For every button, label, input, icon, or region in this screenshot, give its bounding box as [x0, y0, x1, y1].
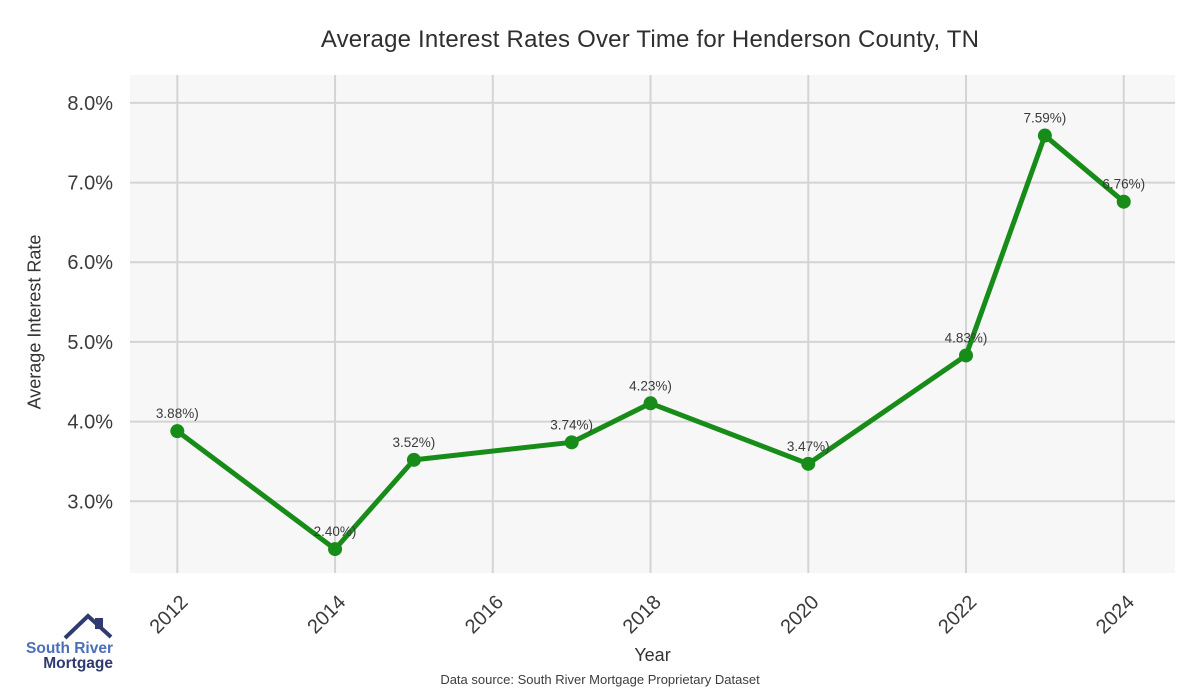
chart-title: Average Interest Rates Over Time for Hen…: [320, 26, 980, 53]
house-roof-icon: [63, 613, 113, 640]
y-tick-label: 8.0%: [67, 93, 113, 115]
y-tick-label: 4.0%: [67, 412, 113, 434]
x-tick-label: 2022: [934, 591, 981, 638]
data-point: [328, 542, 343, 557]
x-tick-label: 2014: [303, 591, 350, 638]
data-point-label: 4.23%): [629, 378, 672, 393]
data-point: [564, 435, 579, 450]
data-point: [170, 424, 185, 439]
data-source-note: Data source: South River Mortgage Propri…: [440, 672, 760, 687]
x-tick-label: 2018: [619, 591, 666, 638]
y-tick-label: 3.0%: [67, 491, 113, 513]
plot-area: [130, 75, 1175, 573]
y-tick-label: 6.0%: [67, 252, 113, 274]
data-point-label: 4.83%): [945, 330, 988, 345]
data-point-label: 3.47%): [787, 439, 830, 454]
data-point: [1116, 194, 1131, 209]
data-point-label: 3.52%): [393, 435, 436, 450]
data-point: [643, 396, 658, 411]
data-point: [1037, 128, 1052, 143]
x-tick-label: 2016: [461, 591, 508, 638]
data-point-label: 7.59%): [1023, 111, 1066, 126]
data-point-label: 6.76%): [1102, 177, 1145, 192]
y-tick-label: 5.0%: [67, 332, 113, 354]
logo-text-south-river: South River: [26, 640, 113, 657]
x-tick-label: 2024: [1092, 591, 1139, 638]
x-tick-label: 2020: [777, 591, 824, 638]
data-point: [801, 456, 816, 471]
data-point-label: 2.40%): [314, 524, 357, 539]
logo-text-mortgage: Mortgage: [43, 655, 113, 672]
x-axis-title: Year: [634, 645, 671, 665]
data-point-label: 3.88%): [156, 406, 199, 421]
data-point: [406, 452, 421, 467]
x-tick-label: 2012: [146, 591, 193, 638]
y-axis-title: Average Interest Rate: [24, 234, 45, 410]
data-point-label: 3.74%): [550, 417, 593, 432]
logo: South River Mortgage: [16, 612, 113, 671]
y-tick-label: 7.0%: [67, 173, 113, 195]
data-point: [959, 348, 973, 363]
